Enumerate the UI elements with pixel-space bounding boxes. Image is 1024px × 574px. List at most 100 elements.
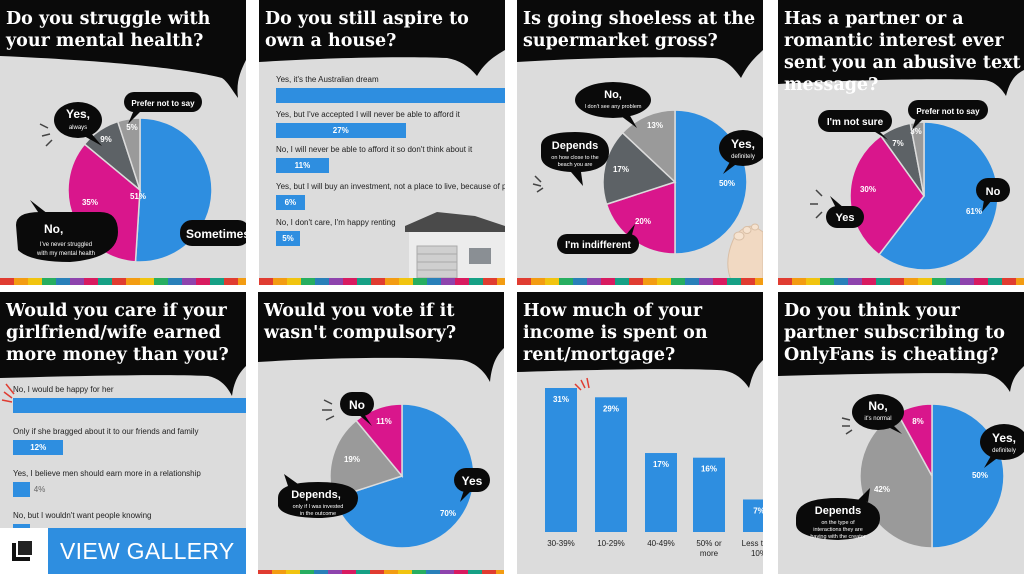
panel-title: Would you vote if it wasn't compulsory? xyxy=(264,301,457,343)
slice-value-label: 19% xyxy=(344,455,360,464)
slice-value-label: 50% xyxy=(719,179,735,188)
bar xyxy=(743,499,763,532)
slice-sublabel-line1: I've never struggled xyxy=(40,242,92,248)
panel-title: How much of your income is spent on rent… xyxy=(523,301,708,365)
slice-sublabel-line2: beach you are xyxy=(558,162,593,168)
bar xyxy=(13,440,64,455)
poll-panel-partner-earns-more[interactable]: Would you care if your girlfriend/wife e… xyxy=(0,292,246,574)
slice-label: Sometimes xyxy=(186,227,246,241)
callout-prefer-not: Prefer not to say xyxy=(124,92,202,124)
panel-title: Has a partner or a romantic interest eve… xyxy=(784,9,1021,95)
poll-panel-income-rent[interactable]: How much of your income is spent on rent… xyxy=(517,292,763,574)
slice-label: Prefer not to say xyxy=(131,99,195,108)
emphasis-marks xyxy=(1,383,15,403)
poll-panel-vote[interactable]: Would you vote if it wasn't compulsory? … xyxy=(258,292,504,574)
slice-value-label: 61% xyxy=(966,207,982,216)
pie-chart: 50% 20% 17% 13% xyxy=(602,109,748,255)
slice-value-label: 3% xyxy=(910,127,922,136)
slice-label: I'm not sure xyxy=(827,117,884,128)
poll-panel-shoeless[interactable]: Is going shoeless at the supermarket gro… xyxy=(517,0,763,285)
bar-category-label: 30-39% xyxy=(547,539,575,548)
panel-title: Do you think your partner subscribing to… xyxy=(784,301,1005,365)
slice-value-label: 7% xyxy=(892,139,904,148)
panel-header-shape xyxy=(517,292,763,388)
pie-callouts: Yes, definitely I'm indifferent Depends … xyxy=(532,82,763,281)
panel-title: Would you care if your girlfriend/wife e… xyxy=(6,301,229,365)
bar-category-label: Yes, I believe men should earn more in a… xyxy=(13,469,201,478)
slice-label: No, xyxy=(44,222,63,236)
bar-value-label: 16% xyxy=(701,465,717,474)
callout-no: No xyxy=(976,178,1010,212)
slice-label: Yes, xyxy=(992,431,1016,445)
bar-category-label: 10% xyxy=(751,549,763,558)
poll-panel-onlyfans[interactable]: Do you think your partner subscribing to… xyxy=(778,292,1024,574)
bar xyxy=(13,482,30,497)
emphasis-marks xyxy=(574,377,590,391)
bar xyxy=(276,195,305,210)
callout-yes-definitely: Yes, definitely xyxy=(980,424,1024,468)
pie-callouts: Yes, definitely Depends on the type of i… xyxy=(796,394,1024,540)
foot-illustration xyxy=(727,223,763,281)
slice-label: I'm indifferent xyxy=(565,240,631,251)
callout-no: No, I've never struggled with my mental … xyxy=(16,200,118,262)
slice-sublabel: I don't see any problem xyxy=(584,104,641,110)
slice-label: Yes, xyxy=(731,137,755,151)
bar xyxy=(276,158,329,173)
bar xyxy=(595,397,627,532)
callout-indifferent: I'm indifferent xyxy=(557,224,639,254)
slice-sublabel: definitely xyxy=(731,154,755,160)
pie-callouts: Yes Depends, only if I was invested in t… xyxy=(278,392,490,518)
slice-label: No, xyxy=(604,89,622,101)
poll-panel-own-house[interactable]: Do you still aspire to own a house? Yes,… xyxy=(259,0,505,285)
slice-sublabel-line1: on how close to the xyxy=(551,155,598,161)
callout-no: No xyxy=(322,392,374,426)
panel-header-shape xyxy=(0,0,246,98)
slice-value-label: 13% xyxy=(647,121,663,130)
bar-category-label: Yes, but I've accepted I will never be a… xyxy=(276,110,460,119)
bar-category-label: Less than xyxy=(742,539,763,548)
bar-category-label: No, I would be happy for her xyxy=(13,385,114,394)
panel-header-shape xyxy=(778,292,1024,392)
callout-depends: Depends, only if I was invested in the o… xyxy=(278,474,358,518)
slice-label: Yes xyxy=(462,474,483,488)
pie-slice xyxy=(602,131,677,206)
slice-value-label: 50% xyxy=(972,471,988,480)
slice-value-label: 5% xyxy=(126,123,138,132)
pie-slice xyxy=(332,403,475,549)
pie-callouts: Sometimes No, I've never struggled with … xyxy=(16,92,246,262)
callout-yes: Yes xyxy=(810,189,864,228)
slice-label: Depends, xyxy=(291,489,341,501)
slice-sublabel-line3: having with the creator xyxy=(810,534,866,540)
bar xyxy=(276,88,505,103)
slice-label: No xyxy=(349,398,365,412)
bar xyxy=(545,388,577,532)
bar-value-label: 4% xyxy=(33,485,46,494)
pie-slice xyxy=(116,117,141,191)
slice-value-label: 11% xyxy=(376,417,392,426)
slice-sublabel-line1: on the type of xyxy=(821,520,855,526)
poll-panel-abusive-text[interactable]: Has a partner or a romantic interest eve… xyxy=(778,0,1024,285)
bar-category-label: No, I don't care, I'm happy renting xyxy=(276,218,396,227)
view-gallery-label: VIEW GALLERY xyxy=(60,537,235,564)
bar-category-label: Only if she bragged about it to our frie… xyxy=(13,427,199,436)
slice-value-label: 51% xyxy=(130,192,146,201)
panel-header-shape xyxy=(517,0,763,78)
poll-panel-mental-health[interactable]: Do you struggle with your mental health?… xyxy=(0,0,246,285)
view-gallery-button[interactable]: VIEW GALLERY xyxy=(0,528,246,574)
callout-depends: Depends on how close to the beach you ar… xyxy=(532,132,609,193)
bar-category-label: 40-49% xyxy=(647,539,675,548)
bar-value-label: 12% xyxy=(30,443,47,452)
pie-slice xyxy=(849,134,925,256)
color-stripe xyxy=(259,278,505,285)
slice-value-label: 35% xyxy=(82,198,98,207)
gallery-icon xyxy=(0,528,48,574)
panel-header-shape xyxy=(258,292,504,382)
slice-sublabel: it's normal xyxy=(864,416,891,422)
bar-category-label: No, I will never be able to afford it so… xyxy=(276,145,473,154)
slice-sublabel: always xyxy=(69,125,87,131)
color-stripe xyxy=(517,278,763,285)
callout-yes-definitely: Yes, definitely xyxy=(719,130,763,174)
bar-category-label: Yes, but I will buy an investment, not a… xyxy=(276,182,505,191)
bar-value-label: 11% xyxy=(294,161,311,170)
bar-value-label: 27% xyxy=(332,126,349,135)
